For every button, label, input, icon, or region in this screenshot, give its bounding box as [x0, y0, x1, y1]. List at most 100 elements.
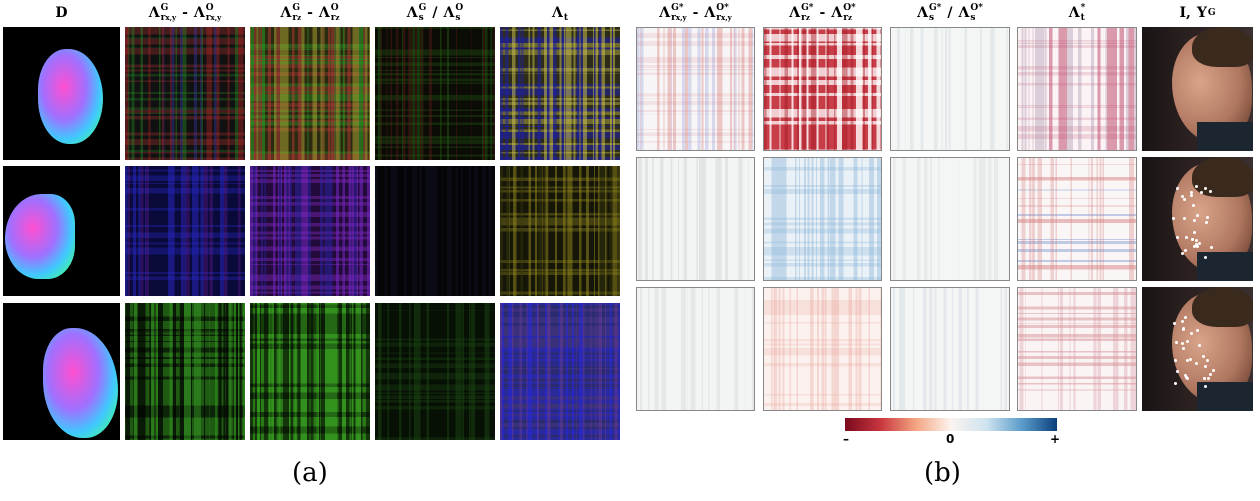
depth-face — [38, 49, 103, 144]
header-scripts: Orz — [331, 3, 340, 23]
header-scripts: Grz — [292, 3, 301, 23]
header-term: - — [693, 5, 699, 21]
colorbar — [845, 418, 1057, 431]
header-symbol: Λ — [149, 5, 160, 21]
header-sup: G — [1208, 8, 1216, 18]
landmark — [1174, 359, 1177, 362]
residual-map — [375, 27, 495, 160]
residual-map — [125, 27, 245, 160]
colorbar-label: + — [1050, 432, 1060, 446]
header-term: - — [182, 5, 188, 21]
header-symbol: Λ — [831, 5, 842, 21]
residual-map — [250, 27, 370, 160]
header-symbol: Λ — [552, 5, 563, 21]
header-sub: s — [970, 13, 983, 23]
header-symbol: Λ — [1069, 5, 1080, 21]
header-term: / — [947, 5, 952, 21]
header-term: ΛOs — [443, 3, 463, 23]
normalized-map — [636, 287, 755, 411]
header-scripts: Os — [455, 3, 463, 23]
header-scripts: t — [564, 3, 568, 23]
header-symbol: Λ — [443, 5, 454, 21]
header-sub: rz — [331, 13, 340, 23]
column-header: D — [3, 0, 120, 26]
landmark — [1198, 344, 1201, 347]
header-subsub: x,y — [676, 13, 687, 22]
header-term: / — [432, 5, 437, 21]
face-hair — [1192, 27, 1253, 67]
header-scripts: Orx,y — [206, 3, 221, 23]
face-photo — [1142, 27, 1253, 151]
header-symbol: - — [693, 5, 699, 21]
header-symbol: - — [307, 5, 313, 21]
header-term: ΛGs — [407, 3, 427, 23]
depth-image — [3, 166, 120, 296]
header-scripts: G*rz — [801, 3, 813, 23]
header-term: ΛO*rz — [831, 3, 855, 23]
landmark — [1186, 377, 1189, 380]
header-term: Λ*t — [1069, 3, 1086, 23]
residual-map — [250, 166, 370, 296]
header-symbol: Λ — [319, 5, 330, 21]
header-symbol: I, — [1179, 5, 1190, 21]
header-symbol: / — [947, 5, 952, 21]
header-sub: rx,y — [671, 13, 686, 23]
landmark — [1207, 377, 1210, 380]
header-symbol: - — [820, 5, 826, 21]
header-scripts: G*rx,y — [671, 3, 686, 23]
header-subsub: z — [297, 13, 301, 22]
header-scripts: G*s — [929, 3, 941, 23]
header-sub-text: t — [1081, 13, 1085, 23]
header-sub: rz — [801, 13, 813, 23]
depth-image — [3, 303, 120, 440]
landmark — [1192, 204, 1195, 207]
header-term: ΛOrz — [319, 3, 340, 23]
normalized-map — [763, 157, 882, 281]
header-sub: s — [455, 13, 463, 23]
header-symbol: Λ — [917, 5, 928, 21]
column-header: Λ*t — [1017, 0, 1137, 26]
landmark — [1174, 382, 1177, 385]
header-term: ΛGrx,y — [149, 3, 176, 23]
depth-face — [5, 194, 75, 279]
header-term: ΛO*s — [958, 3, 982, 23]
header-sub: t — [564, 13, 568, 23]
normalized-map — [890, 157, 1010, 281]
header-symbol: Λ — [704, 5, 715, 21]
figure: (a) (b) – 0 + DΛGrx,y-ΛOrx,yΛGrz-ΛOrzΛGs… — [0, 0, 1260, 501]
landmark — [1195, 362, 1198, 365]
header-symbol: Λ — [659, 5, 670, 21]
header-sub: s — [929, 13, 941, 23]
header-scripts: O*rx,y — [716, 3, 731, 23]
landmark — [1183, 217, 1186, 220]
header-subsub: z — [336, 13, 340, 22]
normalized-map — [763, 27, 882, 151]
header-sup: * — [1081, 3, 1086, 13]
header-sub-text: s — [419, 13, 424, 23]
landmark — [1172, 217, 1175, 220]
column-header: ΛGrz-ΛOrz — [250, 0, 370, 26]
column-header: ΛG*rx,y-ΛO*rx,y — [636, 0, 755, 26]
header-sup: O* — [970, 3, 983, 13]
landmark — [1195, 185, 1198, 188]
header-subsub: x,y — [165, 13, 176, 22]
header-symbol: Λ — [789, 5, 800, 21]
face-collar — [1197, 122, 1253, 151]
header-term: I, — [1179, 5, 1190, 21]
landmark — [1200, 191, 1203, 194]
header-sub-text: s — [970, 13, 975, 23]
header-sup — [564, 3, 568, 13]
landmark — [1204, 385, 1207, 388]
header-symbol: Λ — [280, 5, 291, 21]
header-symbol: - — [182, 5, 188, 21]
residual-map — [375, 303, 495, 440]
header-sup: G — [161, 3, 176, 13]
header-sup: O* — [716, 3, 731, 13]
header-symbol: Λ — [407, 5, 418, 21]
header-subsub: z — [806, 13, 810, 22]
header-term: ΛOrx,y — [194, 3, 221, 23]
header-sup: O* — [843, 3, 856, 13]
header-sub: s — [419, 13, 427, 23]
